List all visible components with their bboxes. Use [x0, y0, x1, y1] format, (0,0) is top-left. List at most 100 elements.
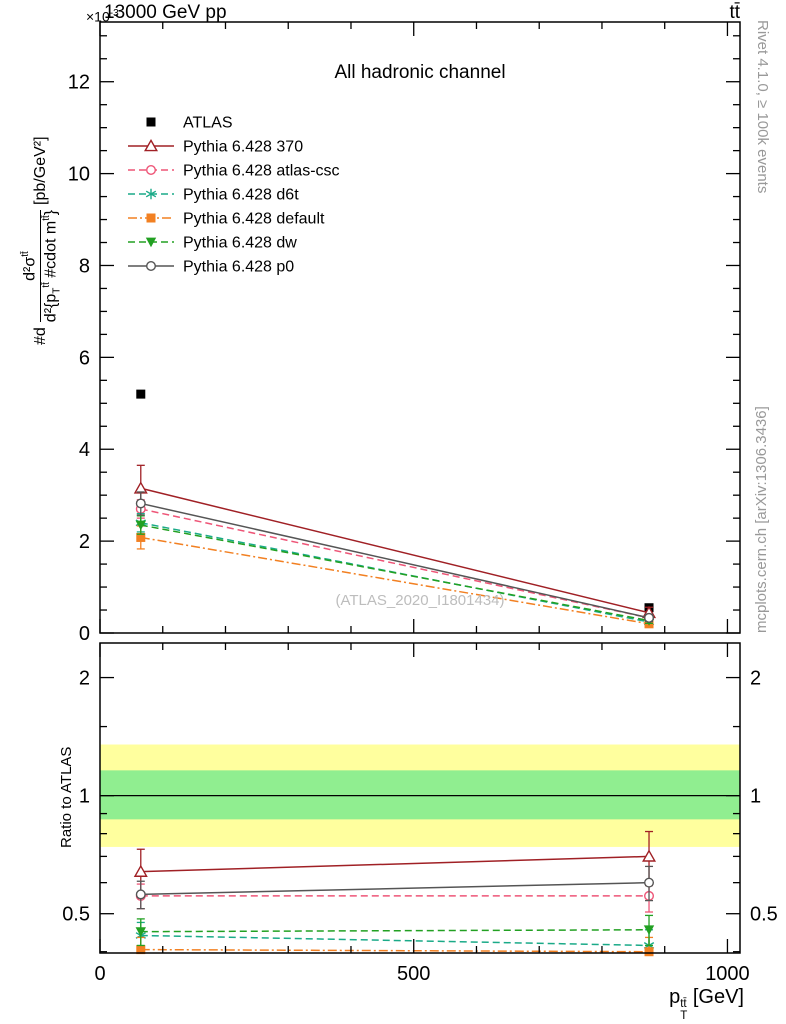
series-atlas: [136, 389, 654, 613]
data-point-circle-open: [135, 889, 146, 900]
ratio-y-axis-label: Ratio to ATLAS: [58, 746, 75, 848]
tick-label: 1000: [705, 963, 750, 985]
series-pythia-6-428-d6t: [135, 921, 655, 953]
ylabel-denominator: d²{pTtt̄ #cdot mtt̄}: [39, 209, 63, 323]
legend-item: Pythia 6.428 370: [128, 139, 303, 156]
multiplier-exponent: -3: [109, 8, 119, 19]
series-line: [140, 536, 650, 625]
data-point-square-filled: [136, 945, 146, 955]
data-point-square-filled: [136, 389, 146, 399]
main-plot-series: [133, 389, 657, 629]
tick-label: 2: [79, 668, 90, 690]
legend: ATLAS Pythia 6.428 370 Pythia 6.428 atlas-…: [128, 115, 340, 276]
data-point-square-filled: [644, 947, 654, 957]
process-label: tt̄: [729, 2, 740, 23]
y-axis-multiplier: ×10-3: [86, 8, 119, 25]
tick-label: 500: [397, 963, 430, 985]
main-plot-frame: [99, 21, 741, 634]
data-point-circle-open: [145, 164, 156, 175]
data-point-square-filled: [146, 117, 156, 127]
panel-title: All hadronic channel: [334, 62, 506, 83]
tick-label: 0.5: [62, 904, 90, 926]
legend-label: Pythia 6.428 default: [183, 211, 325, 228]
data-point-circle-open: [135, 498, 146, 509]
data-point-circle-open: [644, 877, 655, 888]
data-point-triangle-up-open: [143, 138, 159, 152]
ratio-plot-series: [133, 830, 657, 957]
series-pythia-6-428-p0: [135, 491, 655, 623]
series-pythia-6-428-dw: [135, 914, 655, 947]
tick-label: 2: [750, 668, 761, 690]
ylabel-units: [pb/GeV²]: [32, 136, 50, 205]
data-point-triangle-down-filled: [135, 520, 146, 531]
legend-label: Pythia 6.428 dw: [183, 235, 297, 252]
ratio-uncertainty-bands: [100, 744, 740, 847]
tick-label: 6: [79, 347, 90, 369]
legend-label: ATLAS: [183, 115, 233, 132]
data-point-circle-open: [145, 261, 156, 272]
tick-label: 1: [79, 786, 90, 808]
series-line: [140, 881, 650, 896]
legend-item: Pythia 6.428 default: [128, 211, 325, 228]
data-point-triangle-down-filled: [643, 925, 655, 935]
legend-item: Pythia 6.428 dw: [128, 235, 297, 252]
legend-item: ATLAS: [146, 115, 233, 132]
ratio-plot-frame: [99, 642, 741, 954]
tick-label: 4: [79, 439, 90, 461]
tick-label: 10: [68, 164, 90, 186]
xlabel-subsup: tt̄ T: [680, 997, 688, 1023]
rivet-version-note: Rivet 4.1.0, ≥ 100k events: [754, 20, 771, 194]
data-point-square-filled: [146, 213, 156, 223]
plot-frames: [99, 21, 741, 954]
legend-label: Pythia 6.428 370: [183, 139, 303, 156]
beam-energy-label: 13000 GeV pp: [104, 2, 227, 23]
multiplier-base: ×10: [86, 8, 110, 25]
tick-label: 0.5: [750, 904, 778, 926]
series-line: [140, 502, 650, 619]
green-band: [100, 770, 740, 820]
data-point-triangle-down-filled: [135, 927, 146, 937]
xlabel-base: p: [669, 986, 681, 1008]
tick-label: 2: [79, 531, 90, 553]
analysis-watermark: (ATLAS_2020_I1801434): [335, 592, 505, 609]
ylabel-numerator: d²σtt̄: [20, 251, 39, 281]
axis-ticks: [99, 22, 740, 953]
series-pythia-6-428-p0: [135, 865, 655, 910]
series-line: [140, 508, 650, 619]
data-point-circle-open: [644, 612, 655, 623]
series-line: [140, 929, 650, 933]
data-point-triangle-up-open: [642, 849, 657, 862]
x-axis-label: p tt̄ T [GeV]: [669, 986, 744, 1022]
ylabel-prefix: #d: [32, 327, 50, 345]
series-pythia-6-428-dw: [135, 515, 655, 626]
data-point-triangle-down-filled: [145, 237, 157, 248]
series-line: [140, 948, 650, 953]
legend-label: Pythia 6.428 atlas-csc: [183, 163, 340, 180]
mcplots-credit-note: mcplots.cern.ch [arXiv:1306.3436]: [753, 406, 770, 633]
series-line: [140, 487, 650, 614]
series-pythia-6-428-d6t: [135, 512, 655, 628]
legend-label: Pythia 6.428 d6t: [183, 187, 299, 204]
tick-label: 0: [79, 623, 90, 645]
series-pythia-6-428-atlas-csc: [135, 880, 655, 913]
tick-label: 12: [68, 72, 90, 94]
series-line: [140, 934, 650, 947]
legend-label: Pythia 6.428 p0: [183, 259, 294, 276]
data-point-asterisk: [145, 188, 157, 200]
legend-item: Pythia 6.428 d6t: [128, 187, 299, 204]
ylabel-fraction: d²σtt̄ d²{pTtt̄ #cdot mtt̄}: [20, 209, 63, 323]
tick-label: 1: [750, 786, 761, 808]
data-point-triangle-up-open: [133, 864, 148, 877]
series-line: [140, 524, 650, 622]
main-y-axis-label: #d d²σtt̄ d²{pTtt̄ #cdot mtt̄} [pb/GeV²]: [20, 136, 63, 345]
series-pythia-6-428-default: [136, 525, 654, 629]
legend-item: Pythia 6.428 atlas-csc: [128, 163, 340, 180]
series-line: [140, 855, 650, 873]
legend-item: Pythia 6.428 p0: [128, 259, 294, 276]
xlabel-units: [GeV]: [687, 986, 744, 1008]
tick-label: 0: [94, 963, 105, 985]
data-point-square-filled: [136, 532, 146, 542]
